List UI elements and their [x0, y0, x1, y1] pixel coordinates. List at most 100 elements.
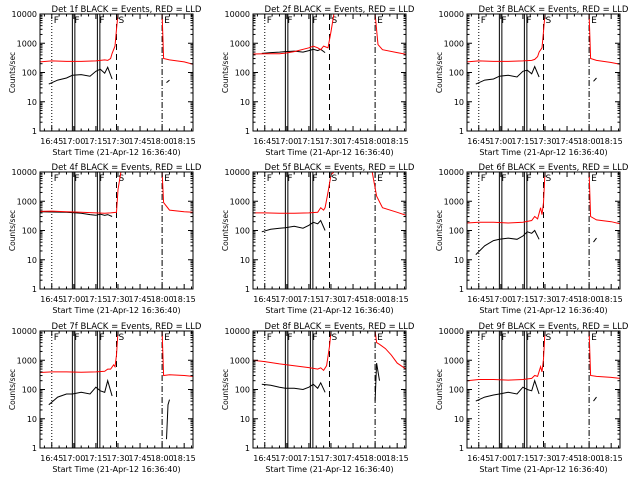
y-tick-label: 1000: [17, 356, 37, 365]
y-tick-label: 1: [32, 127, 37, 136]
y-tick-label: 100: [22, 69, 37, 78]
y-tick-label: 10000: [225, 168, 250, 177]
lld-series-line: [40, 14, 193, 65]
marker-label: F: [267, 174, 272, 184]
panel-det-1: Det 1f BLACK = Events, RED = LLD Counts/s…: [8, 5, 202, 157]
events-series-line: [475, 379, 597, 402]
x-tick-label: 18:15: [600, 137, 623, 146]
x-axis-label: Start Time (21-Apr-12 16:36:40): [479, 306, 607, 315]
y-tick-label: 1: [245, 444, 250, 453]
y-tick-label: 1000: [444, 197, 464, 206]
lld-series-line: [253, 331, 406, 372]
x-tick-label: 17:45: [342, 454, 365, 463]
x-axis-label: Start Time (21-Apr-12 16:36:40): [265, 465, 393, 474]
y-tick-label: 100: [449, 69, 464, 78]
lld-series-line: [40, 172, 193, 214]
panel-det-4: Det 4f BLACK = Events, RED = LLD Counts/s…: [8, 163, 202, 315]
x-tick-label: 18:00: [151, 454, 174, 463]
x-tick-label: 17:00: [489, 454, 512, 463]
y-tick-label: 10: [240, 98, 250, 107]
panel-det-2: Det 2f BLACK = Events, RED = LLD Counts/s…: [221, 5, 415, 157]
x-tick-label: 17:15: [297, 295, 320, 304]
marker-label: E: [164, 174, 170, 184]
x-tick-label: 17:30: [106, 454, 129, 463]
x-tick-label: 18:15: [173, 137, 196, 146]
y-tick-label: 1: [245, 127, 250, 136]
marker-label: F: [501, 174, 506, 184]
y-axis-label: Counts/sec: [8, 210, 17, 251]
marker-label: S: [119, 174, 125, 184]
marker-label: F: [74, 16, 79, 26]
panel-det-3: Det 3f BLACK = Events, RED = LLD Counts/s…: [435, 5, 629, 157]
x-tick-label: 17:30: [319, 295, 342, 304]
x-tick-label: 17:00: [62, 137, 85, 146]
x-tick-label: 18:00: [151, 137, 174, 146]
lld-series-line: [467, 331, 620, 382]
y-tick-label: 10: [240, 415, 250, 424]
marker-label: E: [377, 16, 383, 26]
marker-label: S: [119, 333, 125, 343]
panel-title: Det 6f BLACK = Events, RED = LLD: [479, 163, 629, 173]
y-tick-label: 10: [27, 98, 37, 107]
y-tick-label: 100: [449, 227, 464, 236]
x-tick-label: 17:45: [556, 454, 579, 463]
y-tick-label: 100: [22, 227, 37, 236]
panel-det-5: Det 5f BLACK = Events, RED = LLD Counts/s…: [221, 163, 415, 315]
x-tick-label: 17:15: [84, 295, 107, 304]
y-tick-label: 10000: [225, 327, 250, 336]
x-tick-label: 16:45: [253, 454, 276, 463]
y-tick-label: 1: [32, 444, 37, 453]
y-axis-label: Counts/sec: [435, 369, 444, 410]
x-tick-label: 17:15: [511, 454, 534, 463]
y-tick-label: 10: [27, 256, 37, 265]
events-series-line: [475, 229, 597, 255]
y-tick-label: 10: [240, 256, 250, 265]
y-tick-label: 1000: [444, 39, 464, 48]
x-tick-label: 17:30: [106, 295, 129, 304]
marker-label: E: [377, 174, 383, 184]
y-tick-label: 1: [245, 285, 250, 294]
marker-label: F: [74, 333, 79, 343]
marker-label: F: [74, 174, 79, 184]
panel-title: Det 2f BLACK = Events, RED = LLD: [265, 5, 415, 15]
x-tick-label: 16:45: [40, 137, 63, 146]
y-tick-label: 1000: [230, 197, 250, 206]
x-axis-label: Start Time (21-Apr-12 16:36:40): [52, 148, 180, 157]
x-tick-label: 17:00: [62, 295, 85, 304]
marker-label: S: [119, 16, 125, 26]
panel-det-9: Det 9f BLACK = Events, RED = LLD Counts/s…: [435, 322, 629, 474]
x-tick-label: 16:45: [467, 137, 490, 146]
marker-label: F: [287, 333, 292, 343]
y-tick-label: 10000: [439, 168, 464, 177]
marker-label: F: [287, 16, 292, 26]
x-tick-label: 17:30: [319, 137, 342, 146]
x-axis-label: Start Time (21-Apr-12 16:36:40): [479, 465, 607, 474]
x-tick-label: 17:45: [556, 295, 579, 304]
y-tick-label: 100: [22, 386, 37, 395]
lld-series-line: [467, 14, 620, 65]
y-tick-label: 10: [454, 415, 464, 424]
y-axis-label: Counts/sec: [221, 52, 230, 93]
marker-label: F: [54, 174, 59, 184]
plot-frame: [466, 171, 621, 290]
lld-series-line: [253, 172, 406, 216]
x-tick-label: 17:00: [489, 137, 512, 146]
marker-label: S: [546, 174, 552, 184]
y-tick-label: 100: [235, 386, 250, 395]
panel-det-8: Det 8f BLACK = Events, RED = LLD Counts/s…: [221, 322, 415, 474]
marker-label: S: [332, 16, 338, 26]
x-axis-label: Start Time (21-Apr-12 16:36:40): [52, 465, 180, 474]
x-tick-label: 17:45: [129, 137, 152, 146]
x-tick-label: 18:00: [151, 295, 174, 304]
events-series-line: [40, 211, 113, 217]
marker-label: F: [481, 174, 486, 184]
y-tick-label: 10000: [12, 10, 37, 19]
x-tick-label: 17:30: [533, 295, 556, 304]
marker-label: F: [99, 333, 104, 343]
events-series-line: [261, 48, 326, 54]
y-tick-label: 100: [449, 386, 464, 395]
y-tick-label: 1000: [230, 356, 250, 365]
x-tick-label: 18:00: [364, 295, 387, 304]
